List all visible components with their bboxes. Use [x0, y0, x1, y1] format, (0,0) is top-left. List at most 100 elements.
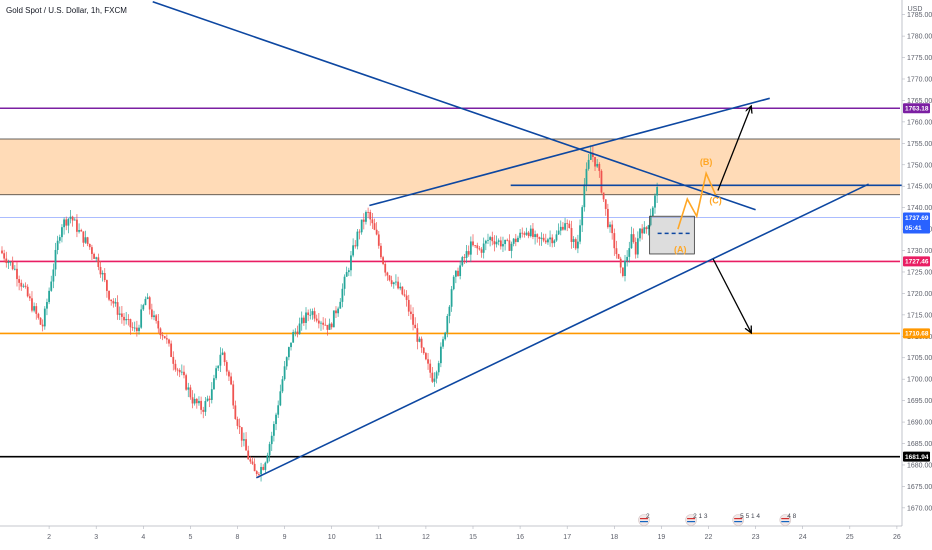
candle [403, 289, 406, 298]
candle [191, 390, 194, 409]
candle [570, 220, 573, 249]
candle-body [204, 401, 207, 412]
candle-body [444, 332, 447, 340]
candle [215, 365, 217, 381]
candle [527, 230, 530, 239]
candle [534, 230, 536, 245]
x-tick-label: 24 [799, 534, 807, 541]
candle [478, 246, 481, 251]
candle-body [103, 273, 106, 281]
event-marker: 4 8 [779, 513, 797, 526]
candle-body [495, 241, 498, 245]
candle [332, 310, 335, 328]
candle [407, 294, 410, 317]
candle [347, 267, 350, 276]
candle [416, 323, 419, 350]
black-support-tag: 1681.94 [903, 451, 930, 462]
candle [187, 382, 190, 398]
candle-body [579, 225, 581, 242]
candle [120, 306, 123, 324]
candle [142, 303, 145, 311]
x-tick-label: 2 [47, 534, 51, 541]
candle-body [208, 398, 211, 400]
candle-body [63, 219, 65, 228]
candle [651, 206, 654, 217]
event-flag-stripe [639, 521, 648, 523]
candle [84, 230, 87, 244]
candle [559, 220, 562, 236]
candle [626, 250, 629, 267]
candle [532, 223, 534, 240]
candle-body [591, 152, 594, 158]
candle-body [279, 391, 282, 406]
candle [388, 274, 391, 282]
candle-body [93, 253, 95, 259]
candle-body [296, 331, 299, 335]
candle-body [281, 379, 284, 392]
candle-body [78, 230, 80, 232]
candle-body [645, 227, 648, 230]
candle [309, 308, 312, 320]
candle-body [484, 240, 487, 244]
candle-body [365, 211, 367, 222]
candle-body [532, 228, 534, 237]
candle [577, 234, 579, 254]
x-tick-label: 9 [283, 534, 287, 541]
lower-support-line [255, 183, 869, 479]
candle [39, 317, 42, 326]
candle [249, 456, 252, 464]
candle [7, 259, 10, 270]
candle [429, 359, 432, 378]
candle [461, 255, 464, 267]
candle [48, 287, 50, 305]
candle [566, 219, 569, 232]
candle-body [258, 474, 260, 475]
candle [108, 290, 110, 302]
candle [341, 283, 344, 308]
countdown-label: 05:41 [905, 225, 922, 232]
candle-body [457, 270, 459, 277]
candle-body [547, 239, 549, 243]
candle [598, 162, 601, 178]
candle [112, 298, 115, 308]
candle-body [335, 310, 337, 314]
candle-body [302, 317, 305, 323]
candle-body [18, 279, 21, 283]
candle-body [521, 232, 524, 234]
x-tick-label: 26 [893, 534, 901, 541]
candle [54, 242, 57, 277]
candle-body [656, 187, 659, 196]
candle-body [97, 257, 100, 267]
candle-body [324, 324, 327, 326]
candle [230, 372, 232, 386]
candle-body [163, 336, 166, 339]
candle-body [538, 237, 541, 239]
candle [649, 208, 652, 227]
candle-body [643, 227, 646, 234]
candle-body [5, 258, 8, 264]
candle [123, 313, 125, 326]
candle-body [435, 372, 438, 379]
candle [262, 464, 265, 471]
candle-body [112, 301, 115, 304]
candle [26, 284, 29, 298]
candle [506, 238, 509, 242]
y-tick-label: 1775.00 [907, 55, 932, 62]
candle-body [354, 245, 357, 247]
candle-body [33, 306, 36, 311]
candle [133, 321, 136, 332]
candle [405, 290, 408, 307]
candle [101, 270, 104, 282]
candle-body [50, 281, 53, 291]
candle-body [56, 240, 59, 250]
candle-body [454, 270, 457, 277]
candle-body [617, 254, 620, 259]
candle [238, 418, 241, 434]
candle-body [24, 285, 27, 287]
y-tick-label: 1715.00 [907, 312, 932, 319]
candle [180, 364, 183, 376]
candle-body [480, 249, 483, 253]
candle-body [135, 327, 138, 332]
